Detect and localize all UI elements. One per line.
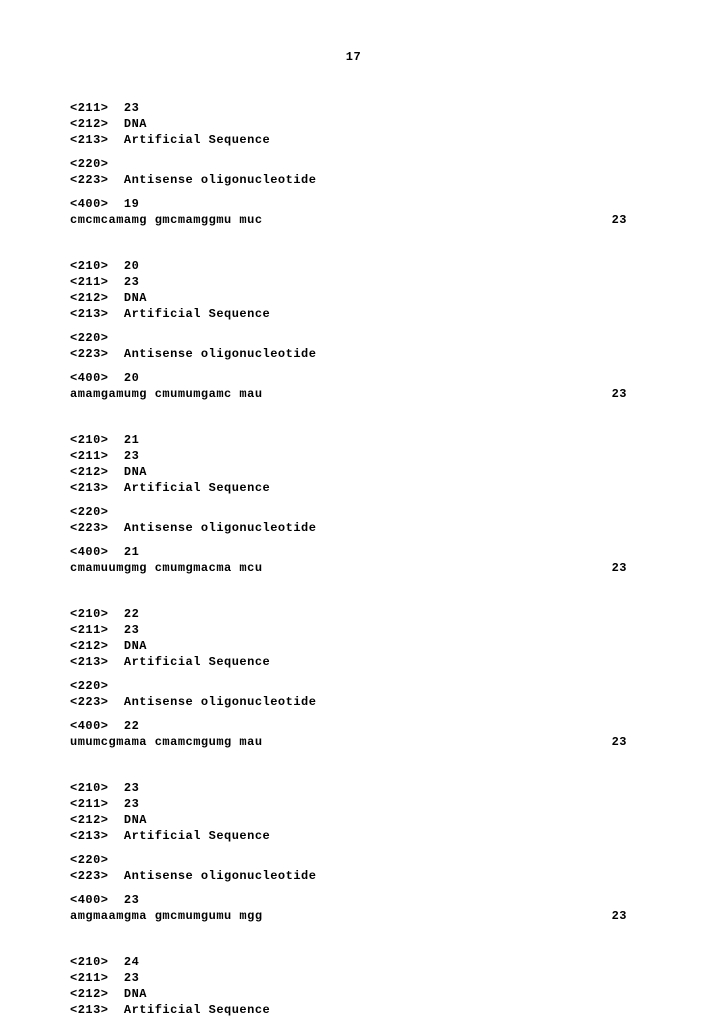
header-line: <212> DNA — [70, 812, 637, 828]
header-line: <220> — [70, 852, 637, 868]
header-line: <213> Artificial Sequence — [70, 132, 637, 148]
seq-id-line: <400> 21 — [70, 544, 637, 560]
header-line: <210> 24 — [70, 954, 637, 970]
sequence-entry: <210> 23<211> 23<212> DNA<213> Artificia… — [70, 780, 637, 924]
header-line: <210> 20 — [70, 258, 637, 274]
sequence-text: cmcmcamamg gmcmamggmu muc — [70, 212, 263, 228]
sequence-entry: <210> 24<211> 23<212> DNA<213> Artificia… — [70, 954, 637, 1018]
header-line: <223> Antisense oligonucleotide — [70, 520, 637, 536]
seq-id-line: <400> 23 — [70, 892, 637, 908]
header-line: <211> 23 — [70, 796, 637, 812]
header-line: <223> Antisense oligonucleotide — [70, 346, 637, 362]
header-line: <211> 23 — [70, 274, 637, 290]
seq-id-line: <400> 20 — [70, 370, 637, 386]
sequence-length: 23 — [612, 908, 637, 924]
header-line: <211> 23 — [70, 970, 637, 986]
header-line: <223> Antisense oligonucleotide — [70, 868, 637, 884]
header-line: <210> 21 — [70, 432, 637, 448]
header-line: <212> DNA — [70, 638, 637, 654]
header-line: <213> Artificial Sequence — [70, 1002, 637, 1018]
sequence-text: amamgamumg cmumumgamc mau — [70, 386, 263, 402]
sequence-text: cmamuumgmg cmumgmacma mcu — [70, 560, 263, 576]
sequence-text: amgmaamgma gmcmumgumu mgg — [70, 908, 263, 924]
sequence-row: amamgamumg cmumumgamc mau 23 — [70, 386, 637, 402]
header-line: <213> Artificial Sequence — [70, 480, 637, 496]
sequence-length: 23 — [612, 212, 637, 228]
header-line: <212> DNA — [70, 290, 637, 306]
header-line: <213> Artificial Sequence — [70, 654, 637, 670]
header-line: <220> — [70, 330, 637, 346]
sequence-row: amgmaamgma gmcmumgumu mgg 23 — [70, 908, 637, 924]
sequence-row: cmcmcamamg gmcmamggmu muc 23 — [70, 212, 637, 228]
page: 17 <211> 23<212> DNA<213> Artificial Seq… — [0, 0, 707, 1018]
seq-id-line: <400> 19 — [70, 196, 637, 212]
sequence-entry: <210> 20<211> 23<212> DNA<213> Artificia… — [70, 258, 637, 402]
header-line: <213> Artificial Sequence — [70, 306, 637, 322]
header-line: <220> — [70, 678, 637, 694]
header-line: <223> Antisense oligonucleotide — [70, 172, 637, 188]
sequence-length: 23 — [612, 560, 637, 576]
header-line: <211> 23 — [70, 448, 637, 464]
sequence-listing: <211> 23<212> DNA<213> Artificial Sequen… — [70, 100, 637, 1018]
sequence-text: umumcgmama cmamcmgumg mau — [70, 734, 263, 750]
header-line: <211> 23 — [70, 622, 637, 638]
header-line: <220> — [70, 504, 637, 520]
sequence-length: 23 — [612, 734, 637, 750]
header-line: <210> 23 — [70, 780, 637, 796]
page-number: 17 — [0, 50, 707, 64]
sequence-entry: <210> 22<211> 23<212> DNA<213> Artificia… — [70, 606, 637, 750]
header-line: <213> Artificial Sequence — [70, 828, 637, 844]
header-line: <211> 23 — [70, 100, 637, 116]
header-line: <212> DNA — [70, 116, 637, 132]
header-line: <210> 22 — [70, 606, 637, 622]
header-line: <212> DNA — [70, 464, 637, 480]
sequence-entry: <210> 21<211> 23<212> DNA<213> Artificia… — [70, 432, 637, 576]
header-line: <220> — [70, 156, 637, 172]
sequence-row: umumcgmama cmamcmgumg mau 23 — [70, 734, 637, 750]
sequence-row: cmamuumgmg cmumgmacma mcu 23 — [70, 560, 637, 576]
header-line: <223> Antisense oligonucleotide — [70, 694, 637, 710]
sequence-entry: <211> 23<212> DNA<213> Artificial Sequen… — [70, 100, 637, 228]
seq-id-line: <400> 22 — [70, 718, 637, 734]
sequence-length: 23 — [612, 386, 637, 402]
